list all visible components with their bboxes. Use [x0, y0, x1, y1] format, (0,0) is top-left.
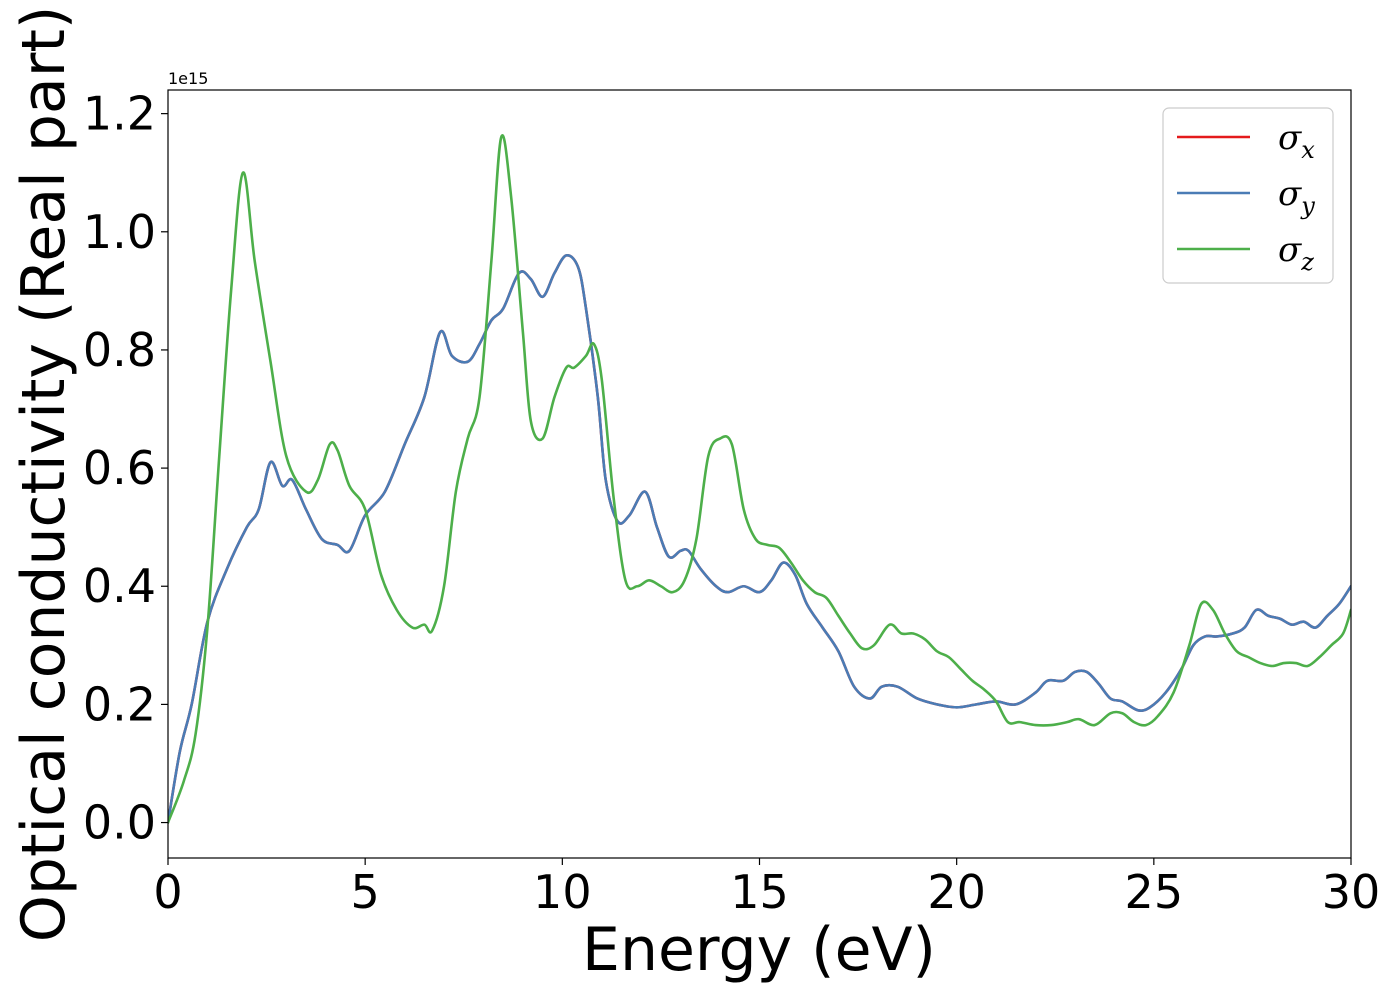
- legend-label-z: σz: [1278, 230, 1314, 276]
- y-tick-label: 0.8: [83, 323, 156, 377]
- y-axis: 0.0 0.2 0.4 0.6 0.8 1.0 1.2: [83, 87, 168, 850]
- y-tick-label: 0.4: [83, 559, 156, 613]
- y-axis-label: Optical conductivity (Real part): [9, 6, 79, 943]
- y-tick-label: 0.6: [83, 441, 156, 495]
- y-tick-label: 1.0: [83, 205, 156, 259]
- legend-box: [1162, 107, 1334, 284]
- y-tick-label: 0.2: [83, 677, 156, 731]
- series-line-y: [168, 253, 1351, 824]
- x-axis: 0 5 10 15 20 25 30: [153, 858, 1380, 919]
- x-tick-label: 25: [1125, 865, 1184, 919]
- y-tick-label: 1.2: [83, 87, 156, 141]
- x-tick-label: 20: [927, 865, 986, 919]
- y-offset-label: 1e15: [168, 69, 208, 88]
- x-tick-label: 5: [351, 865, 380, 919]
- series-line-z: [168, 134, 1351, 824]
- x-axis-label: Energy (eV): [582, 915, 936, 985]
- y-tick-label: 0.0: [83, 796, 156, 850]
- series-layer: [168, 134, 1351, 824]
- series-line-x: [168, 253, 1351, 824]
- x-tick-label: 30: [1322, 865, 1381, 919]
- x-tick-label: 10: [533, 865, 592, 919]
- x-tick-label: 15: [730, 865, 789, 919]
- x-tick-label: 0: [153, 865, 182, 919]
